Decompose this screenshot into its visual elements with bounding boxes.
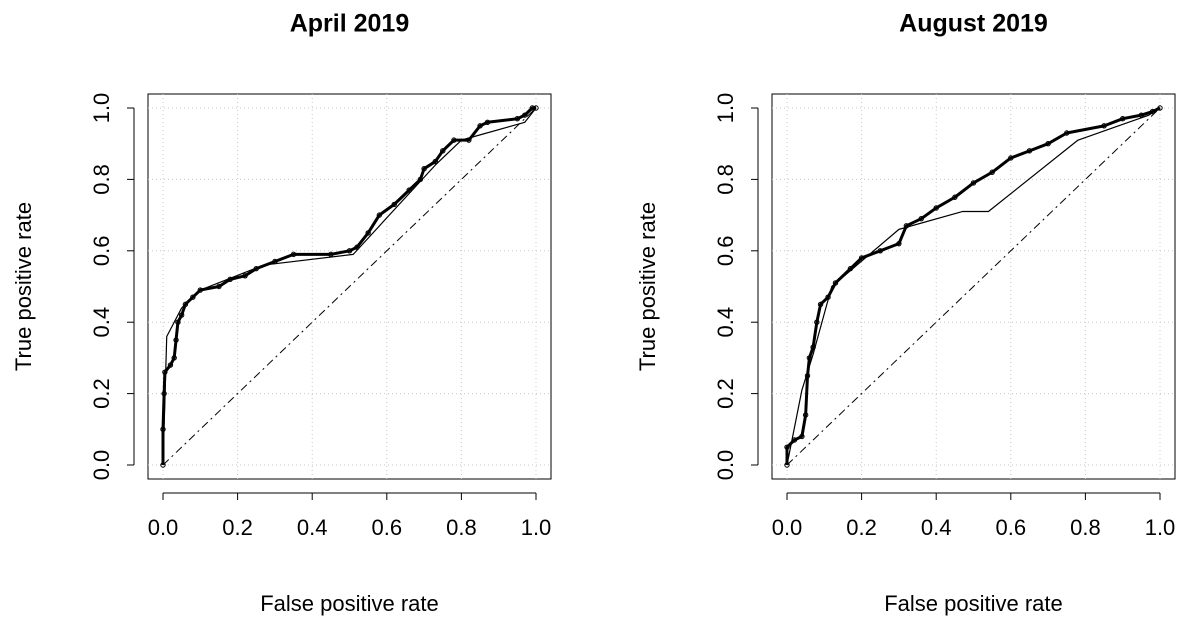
point bbox=[190, 294, 196, 300]
point bbox=[933, 205, 939, 211]
point bbox=[432, 158, 438, 165]
y-tick-label: 0.6 bbox=[89, 236, 114, 267]
point bbox=[1008, 155, 1014, 161]
x-tick-label: 0.6 bbox=[996, 515, 1027, 540]
x-tick-label: 1.0 bbox=[1145, 515, 1176, 540]
point bbox=[877, 248, 883, 254]
point bbox=[451, 137, 457, 143]
point bbox=[918, 215, 924, 222]
roc-line bbox=[162, 107, 537, 466]
y-axis-label: True positive rate bbox=[635, 202, 660, 371]
point bbox=[421, 165, 427, 172]
point bbox=[484, 119, 491, 125]
y-tick-label: 0.2 bbox=[89, 378, 114, 409]
point bbox=[1064, 130, 1070, 136]
x-tick-label: 0.0 bbox=[772, 515, 803, 540]
point bbox=[533, 105, 539, 111]
y-tick-label: 0.4 bbox=[89, 307, 114, 338]
point bbox=[1157, 105, 1163, 111]
point bbox=[160, 426, 166, 432]
roc-line bbox=[786, 107, 1161, 466]
y-tick-label: 0.6 bbox=[713, 236, 738, 267]
point bbox=[171, 355, 177, 361]
point bbox=[522, 112, 528, 118]
point bbox=[1101, 123, 1107, 129]
point bbox=[197, 287, 204, 293]
roc-line bbox=[162, 107, 537, 466]
point bbox=[817, 301, 824, 308]
x-tick-label: 0.2 bbox=[222, 515, 253, 540]
x-tick-label: 0.4 bbox=[921, 515, 952, 540]
chart-title: August 2019 bbox=[899, 10, 1048, 38]
point bbox=[182, 301, 189, 308]
point bbox=[970, 180, 977, 186]
x-tick-label: 0.8 bbox=[1070, 515, 1101, 540]
y-tick-label: 1.0 bbox=[89, 93, 114, 124]
point bbox=[799, 433, 805, 440]
y-tick-label: 0.8 bbox=[89, 164, 114, 195]
y-tick-label: 1.0 bbox=[713, 93, 738, 124]
point bbox=[1120, 116, 1126, 122]
point bbox=[1045, 141, 1051, 147]
point bbox=[175, 319, 181, 325]
y-tick-label: 0.0 bbox=[89, 450, 114, 481]
point bbox=[216, 283, 222, 290]
point bbox=[167, 362, 174, 368]
point bbox=[173, 337, 179, 343]
roc-line bbox=[785, 106, 1161, 465]
point bbox=[477, 123, 483, 129]
x-axis-label: False positive rate bbox=[884, 591, 1063, 616]
roc-line bbox=[786, 107, 1161, 466]
y-tick-label: 0.2 bbox=[713, 378, 738, 409]
point bbox=[989, 169, 995, 175]
point bbox=[1026, 148, 1033, 154]
point bbox=[858, 255, 865, 261]
point bbox=[178, 312, 185, 318]
panel: August 2019 False positive rate True posit… bbox=[635, 10, 1176, 616]
point bbox=[832, 280, 839, 286]
x-axis-label: False positive rate bbox=[260, 591, 439, 616]
x-tick-label: 0.4 bbox=[297, 515, 328, 540]
y-tick-label: 0.0 bbox=[713, 450, 738, 481]
y-tick-label: 0.8 bbox=[713, 164, 738, 195]
point bbox=[514, 116, 521, 122]
y-tick-label: 0.4 bbox=[713, 307, 738, 338]
point bbox=[290, 251, 297, 258]
point bbox=[242, 273, 248, 279]
point bbox=[161, 390, 167, 397]
chart-title: April 2019 bbox=[290, 10, 410, 38]
x-tick-label: 1.0 bbox=[521, 515, 552, 540]
point bbox=[440, 148, 446, 154]
point bbox=[376, 212, 383, 218]
point bbox=[814, 319, 820, 325]
plot-frame bbox=[147, 93, 552, 480]
point bbox=[903, 223, 910, 229]
point bbox=[346, 248, 353, 254]
x-tick-label: 0.2 bbox=[846, 515, 877, 540]
roc-line bbox=[161, 106, 536, 465]
point bbox=[784, 444, 790, 450]
point bbox=[365, 230, 371, 236]
x-tick-label: 0.8 bbox=[446, 515, 477, 540]
plot-frame bbox=[771, 93, 1176, 480]
panel: April 2019 False positive rate True positi… bbox=[11, 10, 552, 616]
point bbox=[406, 187, 412, 193]
y-axis-label: True positive rate bbox=[11, 202, 36, 371]
point bbox=[391, 201, 397, 208]
point bbox=[802, 412, 809, 418]
point bbox=[529, 105, 535, 111]
point bbox=[952, 194, 958, 200]
point bbox=[896, 240, 902, 247]
x-tick-label: 0.0 bbox=[148, 515, 179, 540]
x-tick-label: 0.6 bbox=[372, 515, 403, 540]
point bbox=[162, 369, 168, 375]
